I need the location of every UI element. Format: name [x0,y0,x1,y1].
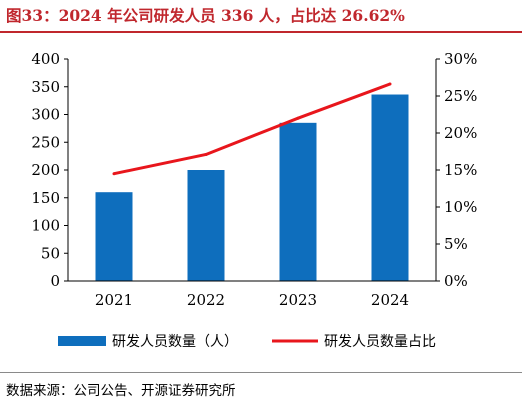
source-note: 数据来源：公司公告、开源证券研究所 [6,383,236,399]
left-tick-label: 300 [31,106,60,124]
left-tick-label: 400 [31,50,60,68]
title-rule [0,31,522,33]
right-tick-label: 5% [444,235,468,253]
x-tick-label: 2022 [187,291,225,309]
ratio-line [113,82,391,176]
legend-swatch-bar [58,336,106,346]
left-tick-label: 100 [31,217,60,235]
right-tick-label: 10% [444,198,477,216]
ratio-point-2023 [296,116,300,120]
right-tick-label: 30% [444,50,477,68]
legend-label-line: 研发人员数量占比 [324,334,436,350]
bar-2023 [279,122,317,281]
left-tick-label: 50 [41,244,60,262]
bar-2024 [371,94,409,282]
right-tick-label: 25% [444,87,477,105]
right-tick-label: 0% [444,272,468,290]
left-tick-label: 250 [31,133,60,151]
ratio-point-2022 [204,152,208,156]
ratio-point-2021 [112,172,116,176]
ratio-point-2024 [388,82,392,86]
bar-2021 [95,192,133,281]
x-tick-label: 2024 [371,291,409,309]
left-tick-label: 350 [31,78,60,96]
x-tick-label: 2023 [279,291,317,309]
left-tick-label: 200 [31,161,60,179]
legend-label-bar: 研发人员数量（人） [112,334,238,350]
left-tick-label: 150 [31,189,60,207]
bar-2022 [187,170,225,281]
figure-title: 图33：2024 年公司研发人员 336 人，占比达 26.62% [6,6,405,25]
right-tick-label: 20% [444,124,477,142]
right-tick-label: 15% [444,161,477,179]
x-tick-label: 2021 [95,291,133,309]
source-rule [0,372,522,373]
left-tick-label: 0 [50,272,60,290]
